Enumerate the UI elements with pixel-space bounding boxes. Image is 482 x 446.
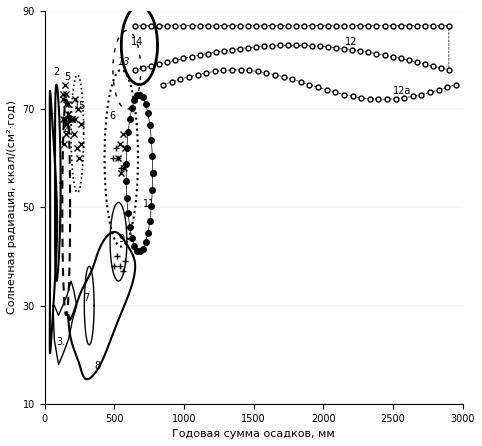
- Text: 12a: 12a: [393, 87, 412, 96]
- Text: 6: 6: [110, 111, 116, 121]
- Text: 4: 4: [63, 126, 69, 136]
- Text: 15: 15: [74, 101, 86, 111]
- Text: 9: 9: [118, 234, 124, 244]
- Text: 8: 8: [94, 361, 101, 372]
- Text: 7: 7: [83, 293, 90, 303]
- Text: 5: 5: [64, 72, 70, 82]
- X-axis label: Годовая сумма осадков, мм: Годовая сумма осадков, мм: [173, 429, 335, 439]
- Text: 3.: 3.: [56, 337, 65, 347]
- Text: 1: 1: [48, 106, 54, 116]
- Text: 13: 13: [118, 57, 130, 67]
- Y-axis label: Солнечная радиация, ккал/(см²·год): Солнечная радиация, ккал/(см²·год): [7, 100, 17, 314]
- Text: 11: 11: [143, 199, 155, 209]
- Text: 2: 2: [54, 67, 60, 77]
- Text: 12: 12: [345, 37, 358, 47]
- Text: 14: 14: [131, 37, 143, 47]
